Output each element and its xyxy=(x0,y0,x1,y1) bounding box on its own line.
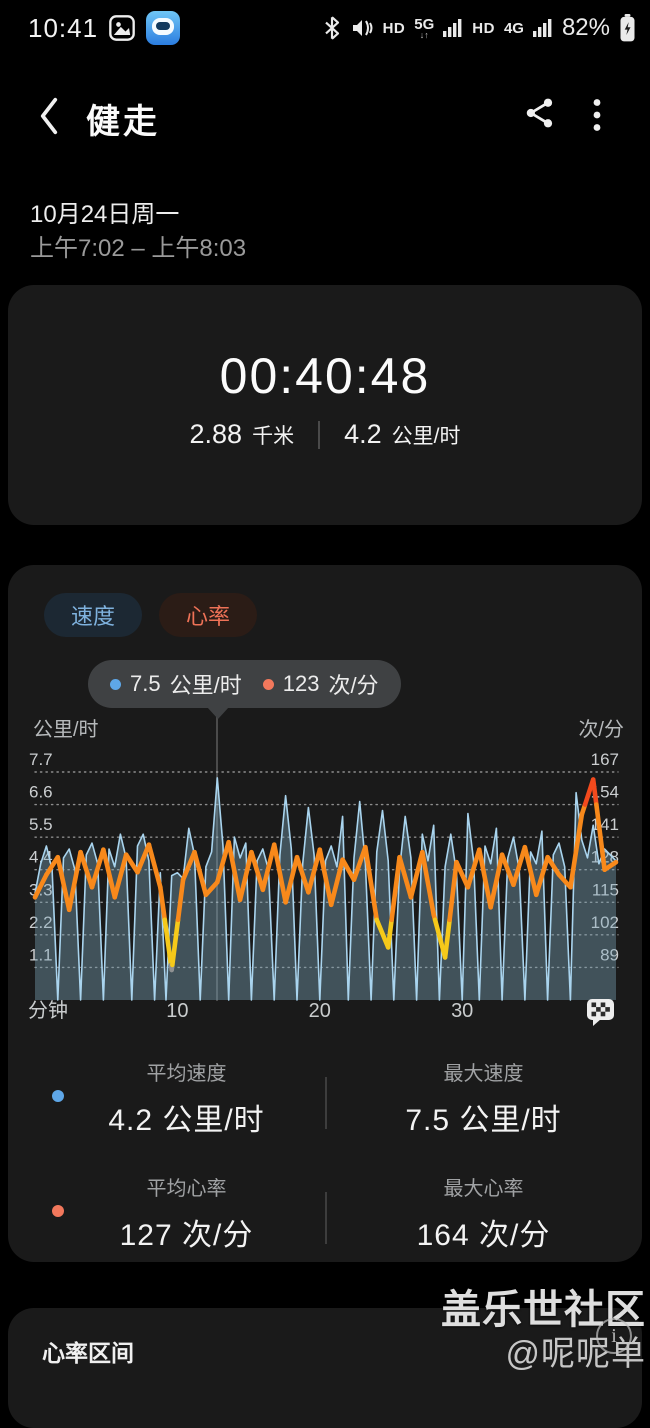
status-bar: 10:41 HD 5G ↓↑ HD 4G xyxy=(0,0,650,56)
signal-bars-icon-2 xyxy=(532,19,552,37)
distance-unit: 千米 xyxy=(252,424,295,448)
battery-icon xyxy=(620,14,635,42)
speed-stats-row: 平均速度 4.2 公里/时 最大速度 7.5 公里/时 xyxy=(8,1057,642,1139)
tooltip-pointer xyxy=(207,707,229,719)
avg-speed-value: 4.2 xyxy=(344,419,382,449)
svg-text:20: 20 xyxy=(309,1000,331,1022)
distance-value: 2.88 xyxy=(189,419,243,449)
svg-text:102: 102 xyxy=(591,913,619,932)
finish-flag-icon xyxy=(586,999,616,1032)
divider xyxy=(318,420,321,449)
svg-text:6.6: 6.6 xyxy=(29,783,53,802)
avg-speed-unit: 公里/时 xyxy=(391,424,461,448)
chart-tooltip: 7.5 公里/时 123 次/分 xyxy=(88,660,401,708)
max-speed-label: 最大速度 xyxy=(443,1063,524,1085)
watermark-username: @呢呢单 xyxy=(505,1335,646,1373)
max-speed-stat: 7.5 公里/时 xyxy=(405,1104,562,1137)
svg-text:30: 30 xyxy=(451,1000,473,1022)
svg-text:分钟: 分钟 xyxy=(28,999,68,1022)
4g-network-indicator: 4G xyxy=(503,19,524,37)
gallery-notification-icon xyxy=(109,15,135,41)
clock-time: 10:41 xyxy=(28,12,99,43)
battery-percent: 82% xyxy=(561,14,610,41)
mute-vibrate-icon xyxy=(352,20,373,36)
svg-text:89: 89 xyxy=(600,945,619,964)
speed-stat-dot-icon xyxy=(52,1090,64,1102)
speed-dot-icon xyxy=(110,678,121,690)
svg-text:167: 167 xyxy=(591,750,619,769)
duration-value: 00:40:48 xyxy=(219,348,431,404)
tooltip-hr: 123 xyxy=(282,671,320,696)
max-hr-label: 最大心率 xyxy=(443,1178,524,1200)
left-axis-unit: 公里/时 xyxy=(33,719,99,741)
right-axis-unit: 次/分 xyxy=(578,719,624,741)
watermark: i 盖乐世社区 @呢呢单 xyxy=(226,1288,646,1373)
divider xyxy=(325,1192,327,1244)
chart-marker-line xyxy=(216,715,218,1001)
tooltip-speed-unit: 公里/时 xyxy=(169,673,242,698)
svg-text:1.1: 1.1 xyxy=(29,945,53,964)
session-time-range: 上午7:02 – 上午8:03 xyxy=(30,235,247,262)
heart-stat-dot-icon xyxy=(52,1205,64,1217)
hr-zones-title: 心率区间 xyxy=(42,1340,134,1366)
divider xyxy=(325,1077,327,1129)
watermark-community: 盖乐世社区 xyxy=(441,1288,646,1332)
more-menu-icon[interactable] xyxy=(591,98,603,132)
app-header: 健走 xyxy=(0,88,650,148)
share-icon[interactable] xyxy=(524,96,556,130)
svg-text:154: 154 xyxy=(591,783,619,802)
max-hr-stat: 164 次/分 xyxy=(416,1219,551,1252)
svg-text:7.7: 7.7 xyxy=(29,750,53,769)
back-button[interactable] xyxy=(38,96,60,136)
avg-speed-stat: 4.2 公里/时 xyxy=(108,1104,265,1137)
5g-network-indicator: 5G ↓↑ xyxy=(414,15,435,40)
tooltip-hr-unit: 次/分 xyxy=(328,673,379,698)
avg-hr-stat: 127 次/分 xyxy=(119,1219,254,1252)
tab-heart-rate[interactable]: 心率 xyxy=(159,593,258,637)
svg-text:2.2: 2.2 xyxy=(29,913,53,932)
page-title: 健走 xyxy=(86,103,160,141)
speed-heart-rate-chart[interactable]: 7.71676.61545.51414.41283.31152.21021.18… xyxy=(8,745,634,1040)
tooltip-speed: 7.5 xyxy=(130,671,161,696)
svg-text:5.5: 5.5 xyxy=(29,815,53,834)
tab-speed[interactable]: 速度 xyxy=(44,593,143,637)
svg-text:4.4: 4.4 xyxy=(29,848,53,867)
chart-card: 速度 心率 7.5 公里/时 123 次/分 公里/时 次/分 7.7 167 6.… xyxy=(8,565,642,1262)
session-date: 10月24日周一 xyxy=(30,201,180,228)
info-icon: i xyxy=(596,1318,632,1354)
svg-text:10: 10 xyxy=(166,1000,188,1022)
svg-text:115: 115 xyxy=(592,880,619,899)
heart-dot-icon xyxy=(262,678,274,690)
avg-speed-label: 平均速度 xyxy=(146,1063,227,1085)
app-notification-icon xyxy=(146,11,181,45)
signal-bars-icon xyxy=(443,19,462,37)
bluetooth-icon xyxy=(324,16,339,40)
hd-voice-label-2: HD xyxy=(472,19,495,37)
heart-stats-row: 平均心率 127 次/分 最大心率 164 次/分 xyxy=(8,1172,642,1254)
avg-hr-label: 平均心率 xyxy=(146,1178,227,1200)
summary-card: 00:40:48 2.88 千米 4.2 公里/时 xyxy=(8,285,642,525)
hd-voice-label: HD xyxy=(382,19,406,37)
